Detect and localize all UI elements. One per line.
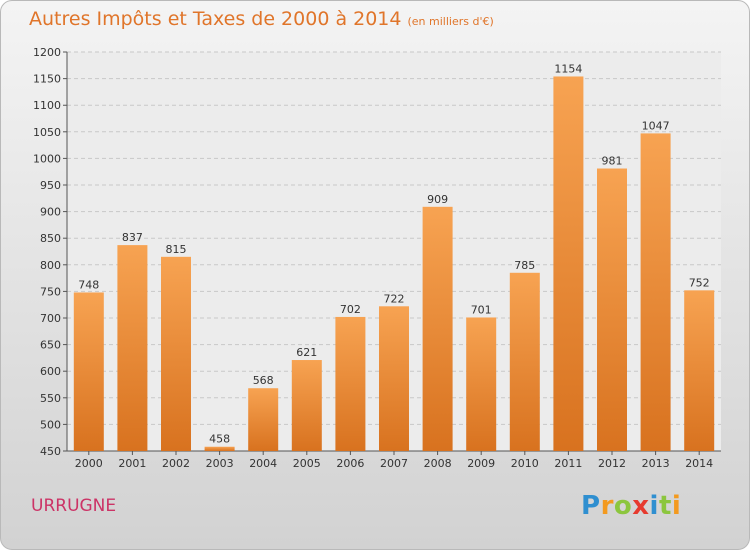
data-label: 702: [340, 303, 361, 316]
x-tick-label: 2001: [118, 457, 146, 470]
x-tick-label: 2000: [75, 457, 103, 470]
x-tick-label: 2005: [293, 457, 321, 470]
logo-letter: o: [613, 491, 633, 521]
x-tick-label: 2010: [511, 457, 539, 470]
x-tick-label: 2008: [424, 457, 452, 470]
data-label: 458: [209, 433, 230, 446]
data-labels: 748 837 815 458 568 621 702 722 909 701 785 1154 981…: [78, 62, 709, 445]
data-label: 785: [514, 259, 535, 272]
bar-2011: [553, 76, 584, 452]
x-tick-label: 2009: [467, 457, 495, 470]
y-tick-label: 1150: [33, 73, 61, 86]
data-label: 837: [122, 231, 143, 244]
x-tick-label: 2006: [336, 457, 364, 470]
y-tick-label: 450: [40, 445, 61, 458]
bar-chart: 450 500 550 600 650 700 750 800 850 900 950 1000 105…: [33, 46, 721, 470]
y-tick-label: 900: [40, 206, 61, 219]
y-tick-label: 950: [40, 179, 61, 192]
x-tick-label: 2013: [642, 457, 670, 470]
proxiti-logo: Proxiti: [581, 491, 681, 521]
y-tick-label: 500: [40, 418, 61, 431]
logo-letter: t: [658, 491, 672, 521]
chart-title: Autres Impôts et Taxes de 2000 à 2014 (en…: [29, 8, 494, 30]
data-label: 748: [78, 278, 99, 291]
bar-2013: [640, 133, 671, 451]
x-tick-label: 2003: [206, 457, 234, 470]
bar-2014: [684, 290, 715, 451]
bar-2008: [422, 206, 453, 451]
bar-2007: [379, 306, 409, 451]
bar-2002: [161, 256, 191, 451]
bar-2004: [248, 388, 279, 451]
chart-unit: (en milliers d'€): [407, 15, 494, 28]
x-tick-label: 2007: [380, 457, 408, 470]
y-tick-label: 650: [40, 339, 61, 352]
y-tick-label: 800: [40, 259, 61, 272]
data-label: 722: [384, 292, 405, 305]
data-label: 1154: [554, 62, 582, 75]
logo-letter: x: [632, 491, 650, 521]
x-tick-label: 2002: [162, 457, 190, 470]
bar-2010: [509, 272, 540, 451]
logo-letter: i: [649, 491, 659, 521]
y-tick-label: 1100: [33, 99, 61, 112]
data-label: 701: [471, 303, 492, 316]
y-tick-label: 1050: [33, 126, 61, 139]
bar-2000: [73, 292, 104, 451]
logo-letter: i: [671, 491, 682, 521]
data-label: 909: [427, 193, 448, 206]
y-tick-label: 1000: [33, 152, 61, 165]
bar-2009: [466, 317, 497, 451]
logo-letter: r: [600, 491, 614, 521]
logo-letter: P: [581, 491, 601, 521]
data-label: 815: [166, 243, 187, 256]
y-tick-label: 1200: [33, 46, 61, 59]
data-label: 981: [602, 155, 623, 168]
data-label: 752: [689, 276, 710, 289]
bar-2005: [291, 360, 322, 451]
data-label: 568: [253, 374, 274, 387]
bars: [73, 76, 715, 452]
y-tick-label: 600: [40, 365, 61, 378]
y-tick-label: 850: [40, 232, 61, 245]
commune-name: URRUGNE: [31, 496, 117, 516]
bar-2003: [204, 446, 235, 451]
x-tick-label: 2004: [249, 457, 277, 470]
y-tick-label: 550: [40, 392, 61, 405]
bar-2006: [335, 316, 366, 451]
x-tick-label: 2014: [685, 457, 713, 470]
data-label: 621: [296, 346, 317, 359]
x-tick-label: 2011: [554, 457, 582, 470]
bar-2001: [117, 245, 148, 451]
x-tick-label: 2012: [598, 457, 626, 470]
y-tick-label: 750: [40, 285, 61, 298]
chart-title-text: Autres Impôts et Taxes de 2000 à 2014: [29, 8, 402, 30]
bar-2012: [597, 168, 627, 451]
y-tick-label: 700: [40, 312, 61, 325]
data-label: 1047: [642, 119, 670, 132]
